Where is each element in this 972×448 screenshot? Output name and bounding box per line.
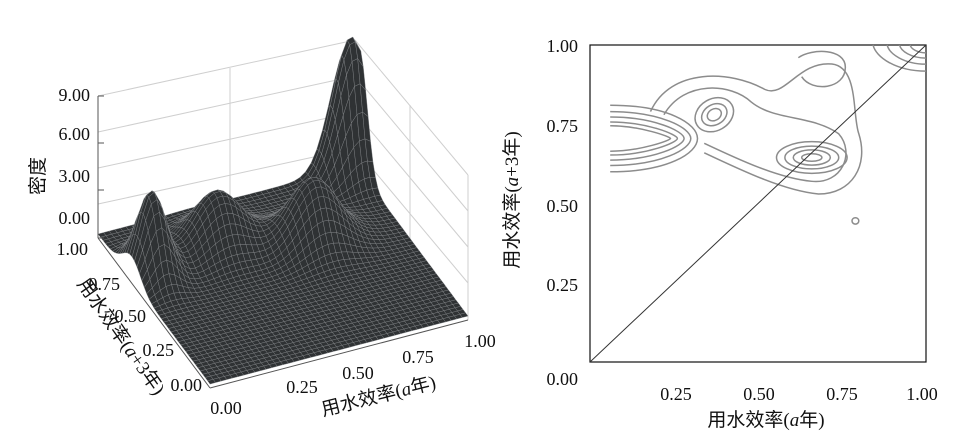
contour-y-tick-label: 0.75 [547,116,579,136]
contour-line [663,87,847,183]
y-tick-label: 1.00 [57,239,89,259]
z-axis-label: 密度 [27,157,49,195]
z-tick-label: 0.00 [59,208,91,228]
x-tick-label: 0.75 [402,347,434,367]
contour-x-tick-label: 0.50 [743,384,775,404]
contour-x-tick-label: 0.75 [826,384,858,404]
surface-floor [97,237,469,389]
contour-line [610,121,679,156]
contour-x-axis: 0.25 0.50 0.75 1.00 用水效率(a年) [660,384,938,431]
contour-line [706,107,723,122]
contour-line [800,152,823,163]
contour-line [610,104,699,173]
y-tick-label: 0.50 [115,306,147,326]
contour-line [851,216,860,225]
diagonal-line [589,44,927,363]
contour-y-axis: 0.00 0.25 0.50 0.75 1.00 用水效率(a+3年) [501,36,578,389]
contour-y-tick-label: 0.25 [547,275,579,295]
contour-y-tick-label: 0.00 [547,369,579,389]
y-tick-label: 0.75 [89,274,121,294]
contour-line [784,145,840,170]
contour-x-tick-label: 1.00 [906,384,938,404]
contour-line [694,96,735,133]
contour-line [909,44,927,54]
contour-line [610,125,672,152]
x-tick-label: 0.00 [210,398,242,418]
surface-mesh [97,36,469,385]
surface-cell [459,312,469,318]
z-axis: 0.00 3.00 6.00 9.00 密度 [27,85,104,239]
contour-line [872,44,927,72]
x-tick-label: 0.25 [286,377,318,397]
x-axis-label: 用水效率(a年) [319,371,438,421]
surface-panel: 0.00 3.00 6.00 9.00 密度 1.00 0.75 0.50 0.… [27,36,496,421]
contour-line [775,140,848,175]
contour-line [792,149,832,166]
contour-x-axis-label: 用水效率(a年) [707,409,824,431]
contour-x-tick-label: 0.25 [660,384,692,404]
z-tick-label: 9.00 [59,85,91,105]
contour-panel: 0.00 0.25 0.50 0.75 1.00 用水效率(a+3年) 0.25… [501,36,938,431]
contour-line [700,102,728,127]
z-tick-label: 6.00 [59,124,91,144]
x-tick-label: 1.00 [464,331,496,351]
contour-line [797,50,847,88]
y-tick-label: 0.25 [143,340,175,360]
contour-y-tick-label: 0.50 [547,196,579,216]
y-tick-label: 0.00 [171,375,203,395]
contour-line [610,116,685,161]
contour-line [610,110,692,167]
contour-y-axis-label: 用水效率(a+3年) [501,131,523,268]
z-tick-label: 3.00 [59,166,91,186]
contour-lines [610,44,927,225]
contour-line [886,44,927,65]
contour-line [898,44,927,59]
contour-line [649,63,863,195]
contour-y-tick-label: 1.00 [547,36,579,56]
x-tick-label: 0.50 [342,363,374,383]
